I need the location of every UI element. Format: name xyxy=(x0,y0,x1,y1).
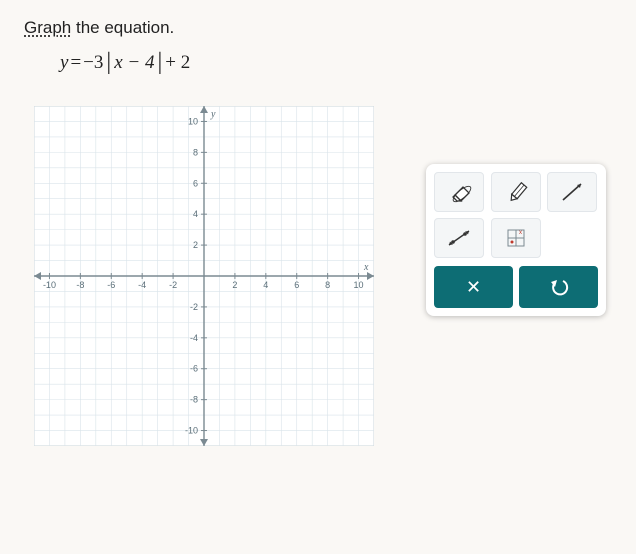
svg-text:8: 8 xyxy=(193,147,198,157)
eq-abs-inner: x − 4 xyxy=(114,52,154,74)
svg-text:-4: -4 xyxy=(138,280,146,290)
svg-text:y: y xyxy=(210,109,216,120)
svg-text:-8: -8 xyxy=(190,395,198,405)
pencil-icon xyxy=(501,180,531,204)
equation-display: y = −3 | x − 4 | + 2 xyxy=(60,52,612,74)
pencil-tool[interactable] xyxy=(491,172,541,212)
eraser-tool[interactable] xyxy=(434,172,484,212)
svg-text:2: 2 xyxy=(232,280,237,290)
instruction-text: Graph the equation. xyxy=(24,18,612,38)
abs-bar-left: | xyxy=(105,53,112,71)
svg-text:6: 6 xyxy=(294,280,299,290)
tool-grid: x xyxy=(434,172,598,258)
svg-text:10: 10 xyxy=(354,280,364,290)
svg-text:-2: -2 xyxy=(169,280,177,290)
instruction-rest: the equation. xyxy=(71,18,174,37)
line-tool[interactable] xyxy=(547,172,597,212)
coordinate-grid[interactable]: -10 -8 -6 -4 -2 2 4 6 8 10 -10 -8 -6 -4 -2 2 4 6 8 10 x y xyxy=(34,106,374,446)
clear-button[interactable]: ✕ xyxy=(434,266,513,308)
eq-sign: = xyxy=(70,52,81,74)
svg-text:-8: -8 xyxy=(76,280,84,290)
svg-text:x: x xyxy=(519,230,522,236)
tool-panel: x ✕ xyxy=(426,164,606,316)
eq-tail: + 2 xyxy=(165,52,190,74)
svg-text:-2: -2 xyxy=(190,302,198,312)
glossary-link-graph[interactable]: Graph xyxy=(24,18,71,37)
svg-text:-6: -6 xyxy=(190,364,198,374)
svg-text:-6: -6 xyxy=(107,280,115,290)
svg-text:4: 4 xyxy=(263,280,268,290)
eq-coef: −3 xyxy=(83,52,103,74)
svg-text:10: 10 xyxy=(188,116,198,126)
action-row: ✕ xyxy=(434,266,598,308)
line-icon xyxy=(557,180,587,204)
svg-text:x: x xyxy=(363,262,369,273)
svg-text:4: 4 xyxy=(193,209,198,219)
undo-button[interactable] xyxy=(519,266,598,308)
grid-snap-tool[interactable]: x xyxy=(491,218,541,258)
svg-text:-10: -10 xyxy=(185,426,198,436)
close-icon: ✕ xyxy=(466,277,481,298)
abs-bar-right: | xyxy=(156,53,163,71)
svg-text:-4: -4 xyxy=(190,333,198,343)
svg-text:6: 6 xyxy=(193,178,198,188)
two-point-line-tool[interactable] xyxy=(434,218,484,258)
svg-text:2: 2 xyxy=(193,240,198,250)
eq-lhs: y xyxy=(60,52,68,74)
undo-icon xyxy=(548,276,570,298)
svg-text:8: 8 xyxy=(325,280,330,290)
svg-text:-10: -10 xyxy=(43,280,56,290)
eraser-icon xyxy=(444,180,474,204)
two-point-line-icon xyxy=(444,226,474,250)
grid-snap-icon: x xyxy=(501,226,531,250)
